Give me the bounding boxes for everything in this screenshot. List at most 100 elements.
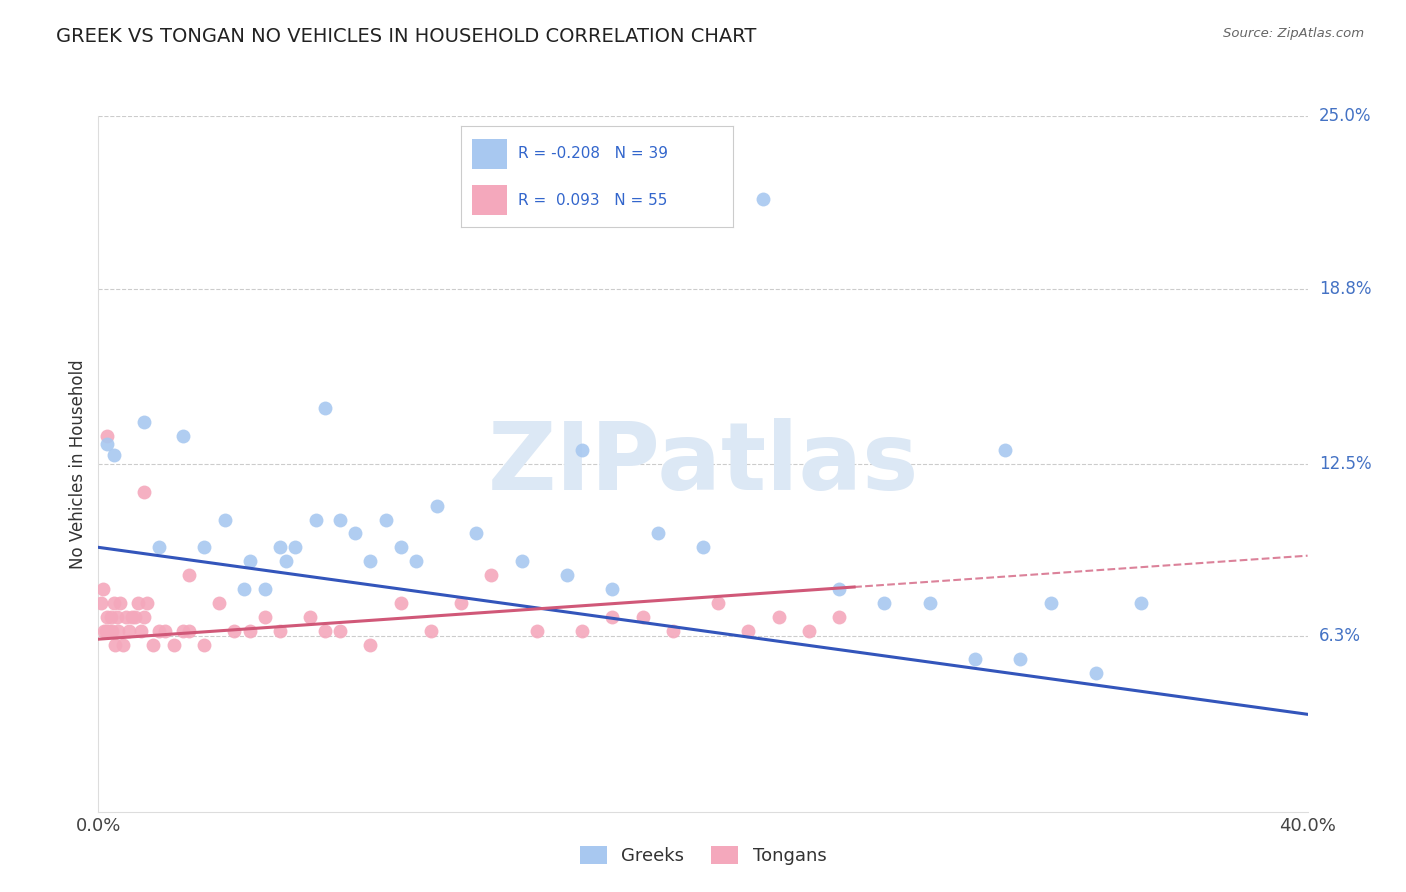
Point xyxy=(602,610,624,624)
Text: GREEK VS TONGAN NO VEHICLES IN HOUSEHOLD CORRELATION CHART: GREEK VS TONGAN NO VEHICLES IN HOUSEHOLD… xyxy=(56,27,756,45)
Point xyxy=(661,624,683,638)
Point xyxy=(360,554,382,568)
Point xyxy=(132,610,155,624)
Point xyxy=(98,624,121,638)
Point xyxy=(571,442,593,457)
Point xyxy=(768,610,790,624)
Point xyxy=(107,624,129,638)
Point xyxy=(224,624,246,638)
Point xyxy=(510,554,533,568)
Point xyxy=(555,568,578,582)
Point xyxy=(193,541,215,555)
Point xyxy=(329,624,352,638)
Point xyxy=(305,512,328,526)
Point xyxy=(329,512,352,526)
Point xyxy=(481,568,503,582)
Point xyxy=(239,624,262,638)
Point xyxy=(96,429,118,443)
Point xyxy=(965,651,987,665)
Point xyxy=(93,624,115,638)
Point xyxy=(132,484,155,499)
Point xyxy=(269,541,291,555)
Point xyxy=(828,610,851,624)
Point xyxy=(314,401,336,416)
Point xyxy=(148,541,170,555)
Point xyxy=(90,596,112,610)
Point xyxy=(797,624,820,638)
Point xyxy=(269,624,291,638)
Point xyxy=(94,624,117,638)
Text: 18.8%: 18.8% xyxy=(1319,279,1371,298)
Point xyxy=(737,624,759,638)
Point xyxy=(1010,651,1032,665)
Point xyxy=(828,582,851,596)
Point xyxy=(148,624,170,638)
Point xyxy=(274,554,297,568)
Text: ZIPatlas: ZIPatlas xyxy=(488,417,918,510)
Point xyxy=(571,624,593,638)
Point xyxy=(172,624,194,638)
Point xyxy=(389,541,412,555)
Point xyxy=(239,554,262,568)
Point xyxy=(172,429,194,443)
Y-axis label: No Vehicles in Household: No Vehicles in Household xyxy=(69,359,87,569)
Point xyxy=(752,193,775,207)
Point xyxy=(420,624,443,638)
Point xyxy=(707,596,730,610)
Point xyxy=(121,610,143,624)
Point xyxy=(153,624,176,638)
Point xyxy=(118,624,141,638)
Point xyxy=(163,638,186,652)
Point xyxy=(253,610,276,624)
Point xyxy=(232,582,254,596)
Point xyxy=(101,624,124,638)
Text: 6.3%: 6.3% xyxy=(1319,627,1361,646)
Point xyxy=(918,596,941,610)
Point xyxy=(135,596,157,610)
Point xyxy=(360,638,382,652)
Point xyxy=(179,624,201,638)
Point xyxy=(91,582,114,596)
Point xyxy=(631,610,654,624)
Point xyxy=(129,624,152,638)
Point xyxy=(142,638,165,652)
Point xyxy=(124,610,146,624)
Point xyxy=(103,596,125,610)
Point xyxy=(344,526,367,541)
Point xyxy=(253,582,276,596)
Point xyxy=(1085,665,1108,680)
Text: 25.0%: 25.0% xyxy=(1319,107,1371,125)
Legend: Greeks, Tongans: Greeks, Tongans xyxy=(572,838,834,872)
Point xyxy=(873,596,896,610)
Point xyxy=(465,526,488,541)
Point xyxy=(179,568,201,582)
Point xyxy=(96,437,118,451)
Point xyxy=(389,596,412,610)
Point xyxy=(108,596,131,610)
Point xyxy=(1130,596,1153,610)
Point xyxy=(405,554,427,568)
Point xyxy=(426,499,449,513)
Text: Source: ZipAtlas.com: Source: ZipAtlas.com xyxy=(1223,27,1364,40)
Point xyxy=(284,541,307,555)
Point xyxy=(299,610,322,624)
Point xyxy=(193,638,215,652)
Point xyxy=(692,541,714,555)
Point xyxy=(214,512,236,526)
Point xyxy=(96,610,118,624)
Point xyxy=(1039,596,1062,610)
Point xyxy=(314,624,336,638)
Point xyxy=(100,610,122,624)
Point xyxy=(103,449,125,463)
Point xyxy=(114,610,136,624)
Point xyxy=(602,582,624,596)
Point xyxy=(647,526,669,541)
Point xyxy=(208,596,231,610)
Text: 12.5%: 12.5% xyxy=(1319,455,1371,473)
Point xyxy=(994,442,1017,457)
Point xyxy=(450,596,472,610)
Point xyxy=(374,512,396,526)
Point xyxy=(104,638,127,652)
Point xyxy=(105,610,128,624)
Point xyxy=(526,624,548,638)
